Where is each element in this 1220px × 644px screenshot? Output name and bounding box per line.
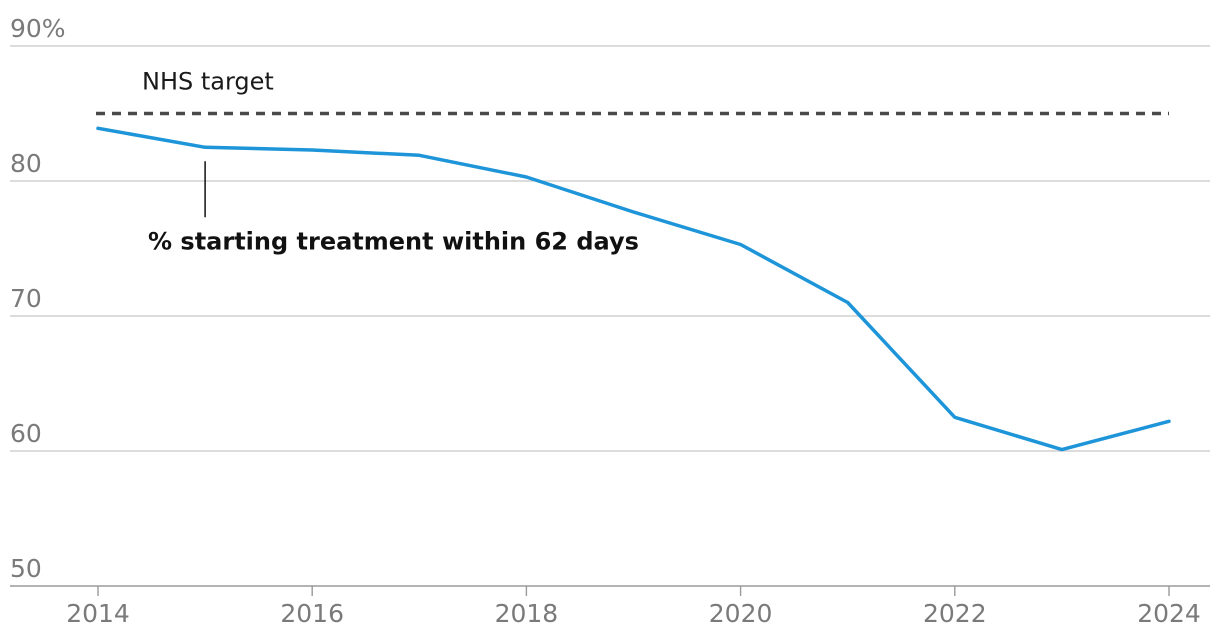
series-group: [96, 126, 1171, 452]
y-tick-label-50: 50: [10, 554, 42, 583]
y-tick-label-80: 80: [10, 149, 42, 178]
x-tick-label-2018: 2018: [495, 599, 559, 628]
series-annotation: % starting treatment within 62 days: [148, 161, 639, 255]
y-tick-label-70: 70: [10, 284, 42, 313]
gridlines: [10, 45, 1210, 587]
y-tick-label-90: 90%: [10, 14, 66, 43]
series-label: % starting treatment within 62 days: [148, 227, 639, 255]
y-tick-label-60: 60: [10, 419, 42, 448]
x-tick-label-2022: 2022: [923, 599, 987, 628]
x-axis: 2014 2016 2018 2020 2022 2024: [66, 586, 1201, 628]
x-tick-label-2020: 2020: [709, 599, 773, 628]
nhs-target-reference: NHS target: [96, 68, 1169, 116]
nhs-target-label: NHS target: [142, 68, 274, 96]
y-axis-tick-labels: 90% 80 70 60 50: [10, 14, 66, 583]
series-line-62-day-treatment: [96, 126, 1171, 452]
x-tick-label-2016: 2016: [280, 599, 344, 628]
x-tick-label-2014: 2014: [66, 599, 130, 628]
x-tick-label-2024: 2024: [1137, 599, 1201, 628]
